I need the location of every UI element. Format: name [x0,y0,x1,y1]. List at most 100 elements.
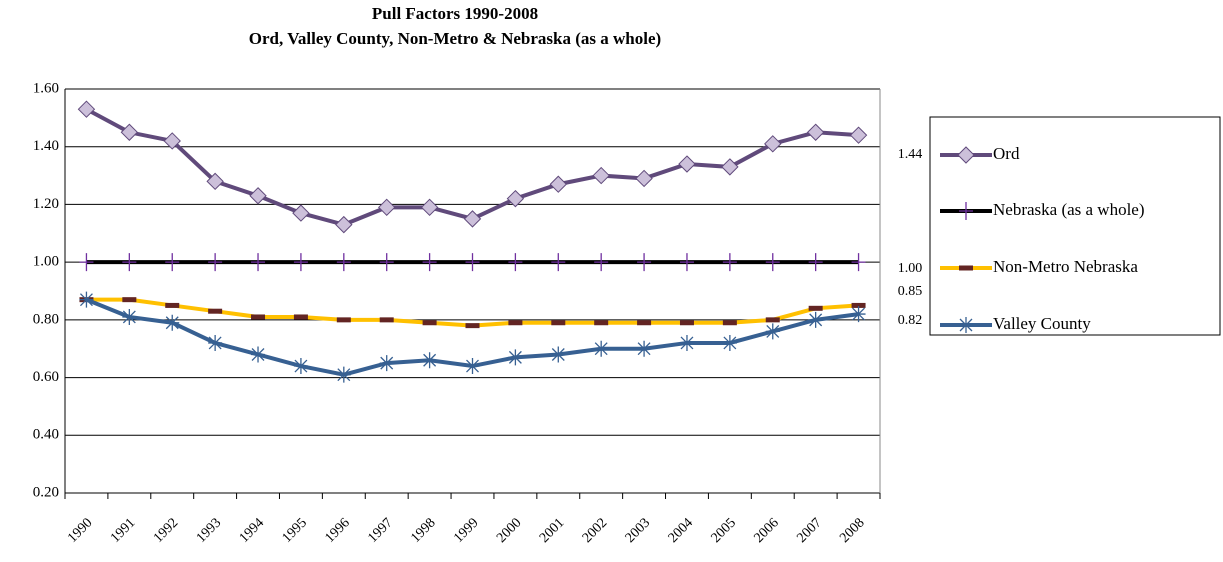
marker [721,158,739,176]
marker [420,198,439,217]
marker [635,169,653,188]
x-tick-label: 2004 [666,515,696,545]
marker [637,253,652,272]
marker [77,100,96,118]
marker [506,189,525,208]
marker [678,155,696,173]
marker [122,253,137,272]
marker [293,358,308,375]
x-tick-label: 1995 [280,515,310,545]
marker [808,311,823,328]
marker [378,198,396,217]
marker [957,146,975,164]
x-tick-label: 2008 [837,515,867,545]
x-tick-label: 1994 [237,515,267,545]
marker [959,202,973,220]
series-line [85,107,859,227]
x-tick-label: 2006 [751,515,781,545]
y-tick-label: 1.20 [33,196,59,212]
marker [165,253,180,272]
marker [249,187,267,205]
marker [851,253,866,272]
marker [679,253,694,272]
data-label: 1.44 [898,147,923,162]
y-tick-label: 1.60 [33,80,59,96]
marker [335,215,353,234]
x-tick-label: 2003 [623,515,653,545]
marker [551,253,566,272]
marker [293,253,308,272]
marker [379,355,394,372]
x-tick-label: 2005 [709,515,739,545]
x-tick-label: 1999 [451,515,481,545]
marker [806,123,825,141]
marker [79,291,94,308]
marker [208,334,223,351]
marker [163,132,181,150]
marker [679,334,694,351]
y-tick-label: 1.00 [33,254,59,270]
marker [594,340,609,357]
x-tick-label: 1993 [194,515,224,545]
data-label: 0.82 [898,313,923,328]
legend-label: Valley County [993,314,1091,333]
series-line [86,297,859,328]
x-tick-label: 1990 [65,515,95,545]
x-tick-label: 1992 [151,515,181,545]
x-tick-label: 1997 [365,515,395,545]
marker [808,253,823,272]
marker [422,253,437,272]
legend-label: Nebraska (as a whole) [993,200,1145,219]
marker [165,314,180,331]
x-tick-label: 2007 [794,515,824,545]
y-tick-label: 0.20 [33,484,59,500]
marker [122,308,137,325]
marker [508,253,523,272]
marker [79,253,94,272]
marker [594,253,609,272]
marker [549,175,567,193]
y-tick-label: 0.40 [33,427,59,443]
marker [206,172,224,191]
data-label: 1.00 [898,261,923,276]
legend-label: Ord [993,144,1020,163]
marker [551,346,566,363]
marker [508,349,523,366]
marker [292,204,310,222]
marker [765,253,780,272]
marker [592,166,610,185]
marker [208,253,223,272]
marker [379,253,394,272]
y-tick-label: 0.60 [33,369,59,385]
x-tick-label: 2002 [580,515,610,545]
marker [120,123,139,141]
marker [851,306,866,323]
marker [251,253,266,272]
chart-title: Pull Factors 1990-2008 [372,4,538,23]
marker [959,317,973,333]
marker [465,253,480,272]
marker [764,135,782,153]
x-tick-label: 2001 [537,515,567,545]
y-tick-label: 1.40 [33,138,59,154]
chart-subtitle: Ord, Valley County, Non-Metro & Nebraska… [249,29,661,48]
x-tick-label: 1996 [323,515,353,545]
marker [765,323,780,340]
marker [336,253,351,272]
marker [422,352,437,369]
marker [251,346,266,363]
marker [849,126,868,144]
x-tick-label: 2000 [494,515,524,545]
marker [336,366,351,383]
marker [637,340,652,357]
x-tick-label: 1991 [108,515,138,545]
marker [463,210,482,228]
x-tick-label: 1998 [408,515,438,545]
marker [722,334,737,351]
marker [722,253,737,272]
y-tick-label: 0.80 [33,311,59,327]
legend-box [929,116,1221,336]
legend-label: Non-Metro Nebraska [993,257,1138,276]
marker [465,358,480,375]
